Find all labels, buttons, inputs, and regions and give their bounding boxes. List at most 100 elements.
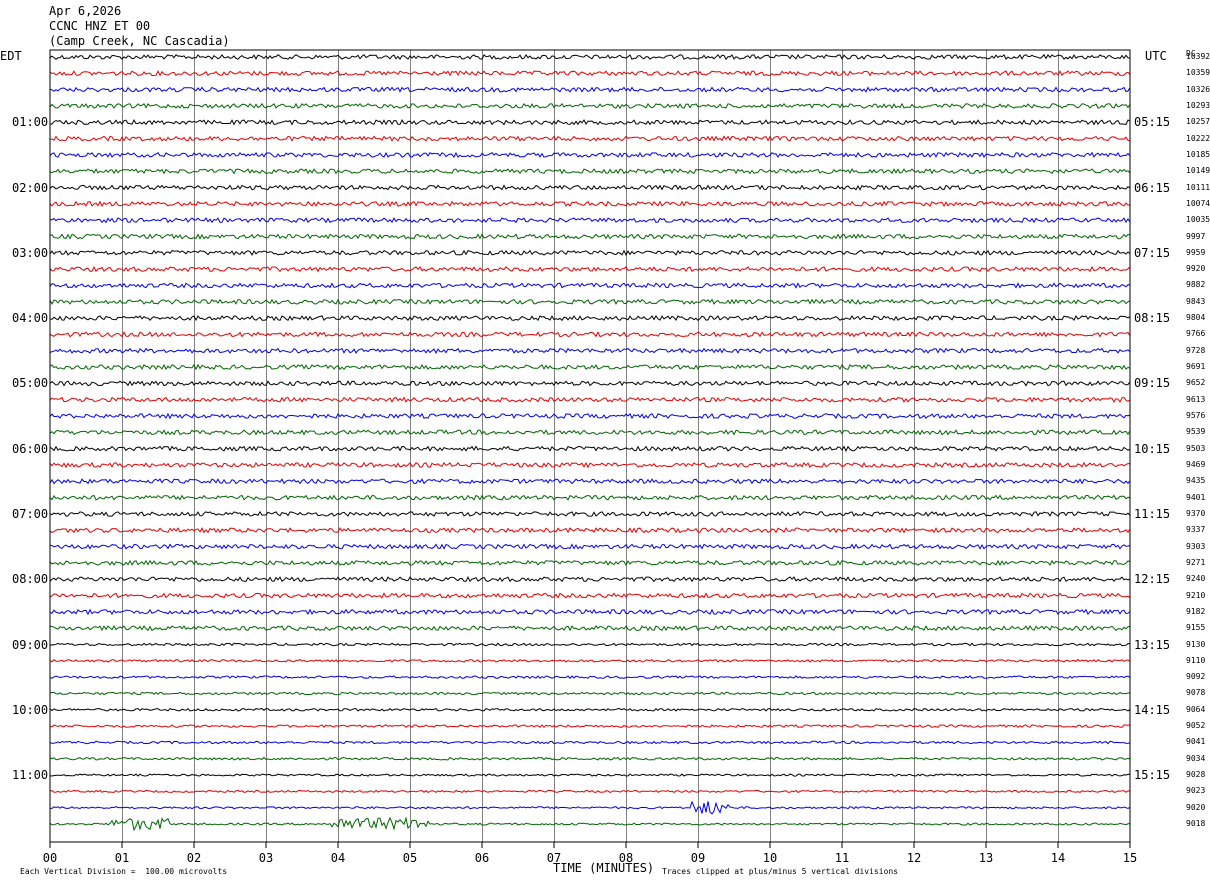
dc-offset-label: 9052 (1186, 721, 1206, 731)
dc-offset-label: 9469 (1186, 459, 1206, 469)
x-tick-label: 08 (619, 851, 633, 865)
right-hour-label: 11:15 (1134, 506, 1171, 521)
dc-offset-label: 10293 (1186, 100, 1210, 110)
right-hour-label: 15:15 (1134, 768, 1171, 783)
dc-offset-label: 10074 (1186, 198, 1210, 208)
dc-offset-label: 10257 (1186, 117, 1210, 127)
trace-line (49, 347, 1131, 354)
right-hour-label: 10:15 (1134, 441, 1171, 456)
left-hour-label: 01:00 (12, 115, 49, 130)
trace-line (49, 102, 1131, 110)
trace-line (49, 53, 1131, 61)
footer-left-note: Each Vertical Division = 100.00 microvol… (20, 867, 228, 876)
x-tick-label: 11 (835, 851, 849, 865)
x-axis-label: TIME (MINUTES) (553, 861, 655, 875)
dc-offset-label: 9576 (1186, 411, 1206, 421)
trace-line (49, 816, 1131, 832)
dc-offset-label: 9613 (1186, 394, 1206, 404)
x-tick-label: 13 (979, 851, 993, 865)
x-tick-label: 00 (43, 851, 57, 865)
dc-offset-label: 10111 (1186, 182, 1210, 192)
dc-offset-label: 10222 (1186, 133, 1210, 143)
x-tick-label: 04 (331, 851, 345, 865)
trace-line (49, 478, 1131, 485)
trace-line (49, 608, 1131, 616)
dc-offset-label: 9959 (1186, 247, 1206, 257)
right-hour-label: 14:15 (1134, 702, 1171, 717)
trace-line (49, 724, 1130, 729)
dc-offset-label: 9652 (1186, 378, 1206, 388)
trace-line (49, 249, 1131, 257)
trace-line (49, 510, 1131, 517)
left-hour-label: 07:00 (12, 506, 49, 521)
trace-line (49, 756, 1131, 761)
trace-line (49, 494, 1131, 501)
dc-offset-label: 9691 (1186, 362, 1206, 372)
trace-line (49, 527, 1131, 534)
x-tick-label: 01 (115, 851, 129, 865)
trace-line (49, 412, 1131, 420)
left-hour-label: 02:00 (12, 180, 49, 195)
right-hour-label: 07:15 (1134, 245, 1171, 260)
left-hour-label: 06:00 (12, 441, 49, 456)
trace-line (49, 151, 1131, 159)
dc-offset-label: 9078 (1186, 688, 1206, 698)
dc-offset-label: 9303 (1186, 541, 1206, 551)
trace-line (49, 233, 1131, 240)
trace-line (49, 658, 1131, 663)
x-tick-label: 15 (1123, 851, 1137, 865)
dc-offset-label: 9920 (1186, 264, 1206, 274)
minute-grid (122, 50, 1059, 842)
dc-offset-label: 10359 (1186, 68, 1210, 78)
trace-line (49, 119, 1131, 126)
dc-label: DC (1186, 49, 1196, 58)
trace-line (49, 691, 1130, 696)
trace-line (49, 200, 1130, 208)
trace-line (49, 184, 1131, 191)
right-hour-label: 09:15 (1134, 376, 1171, 391)
left-hour-label: 11:00 (12, 768, 49, 783)
trace-line (49, 314, 1131, 322)
trace-line (49, 429, 1131, 436)
x-tick-label: 07 (547, 851, 561, 865)
dc-offset-label: 9539 (1186, 427, 1206, 437)
trace-line (49, 740, 1131, 745)
footer-right-note: Traces clipped at plus/minus 5 vertical … (662, 867, 899, 876)
trace-line (49, 559, 1131, 567)
trace-group (49, 53, 1131, 832)
dc-offset-label: 9155 (1186, 623, 1206, 633)
trace-line (49, 592, 1131, 599)
trace-line (49, 625, 1131, 632)
trace-line (49, 789, 1131, 794)
trace-line (49, 396, 1131, 403)
trace-line (49, 363, 1131, 371)
right-hour-label: 12:15 (1134, 572, 1171, 587)
trace-line (49, 576, 1131, 583)
right-hour-label: 13:15 (1134, 637, 1171, 652)
trace-line (49, 282, 1131, 289)
x-tick-label: 12 (907, 851, 921, 865)
trace-line (49, 380, 1131, 387)
right-hour-label: 08:15 (1134, 311, 1171, 326)
x-tick-label: 02 (187, 851, 201, 865)
left-hour-label: 04:00 (12, 311, 49, 326)
dc-offset-label: 9370 (1186, 508, 1206, 518)
trace-line (49, 707, 1131, 712)
dc-offset-label: 9182 (1186, 606, 1206, 616)
trace-line (49, 461, 1131, 469)
dc-offset-label: 9271 (1186, 557, 1206, 567)
dc-offset-label: 9804 (1186, 313, 1206, 323)
dc-offset-label: 9843 (1186, 296, 1206, 306)
dc-offset-label: 9240 (1186, 574, 1206, 584)
left-hour-label: 05:00 (12, 376, 49, 391)
trace-line (49, 265, 1131, 273)
dc-offset-label: 9018 (1186, 819, 1206, 829)
trace-line (49, 642, 1131, 647)
x-tick-label: 09 (691, 851, 705, 865)
dc-offset-label: 10035 (1186, 215, 1210, 225)
dc-offset-label: 9435 (1186, 476, 1206, 486)
left-hour-label: 03:00 (12, 245, 49, 260)
header-station: CCNC HNZ ET 00 (49, 19, 151, 33)
trace-line (49, 298, 1131, 305)
